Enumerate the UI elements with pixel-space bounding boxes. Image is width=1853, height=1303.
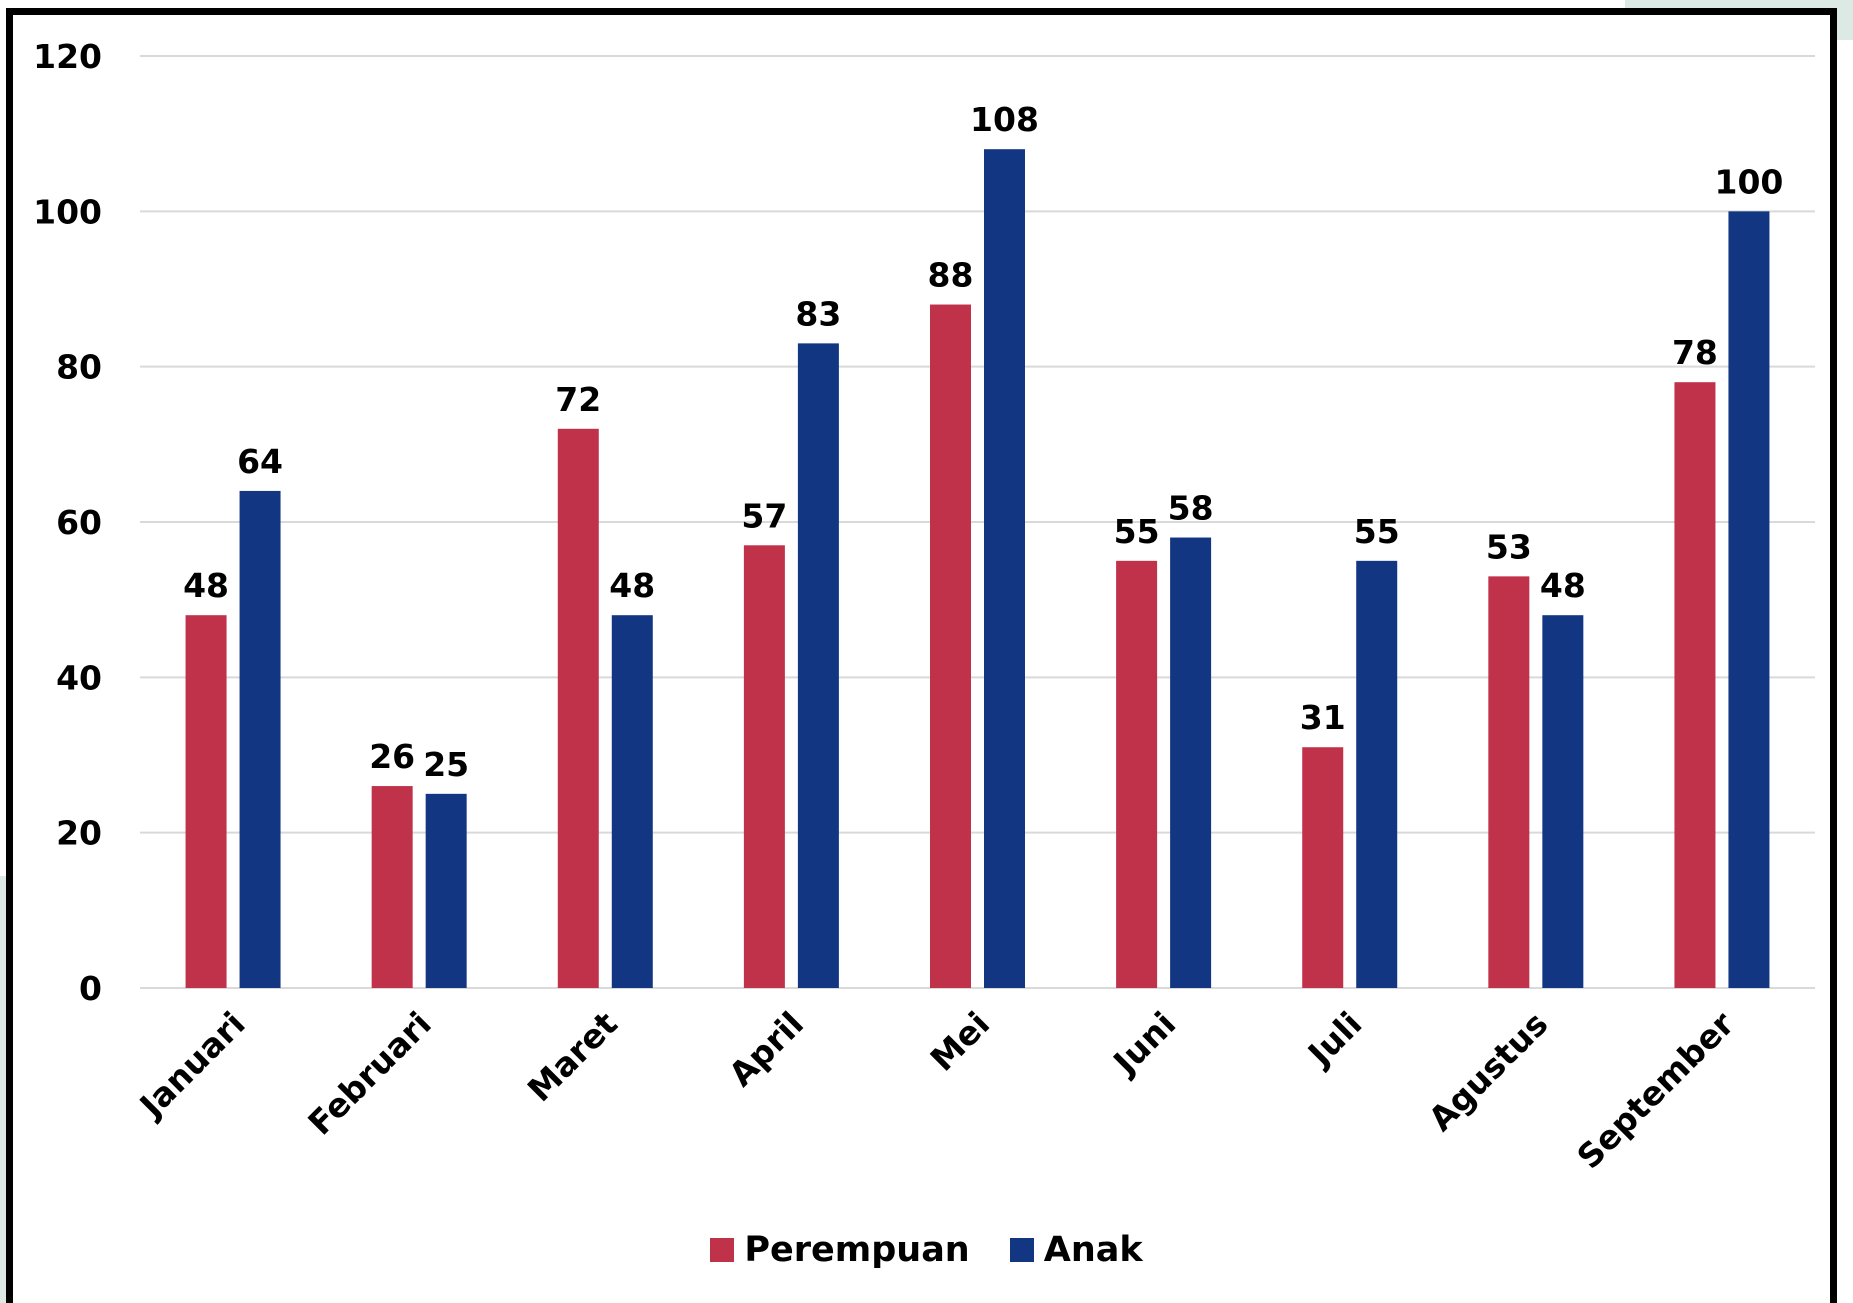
legend: Perempuan Anak <box>0 1230 1853 1270</box>
y-tick-label: 0 <box>79 969 102 1008</box>
data-label-perempuan-april: 57 <box>741 496 787 535</box>
y-tick-label: 80 <box>56 348 102 387</box>
bar-perempuan-juli <box>1302 747 1344 988</box>
data-label-perempuan-agustus: 53 <box>1486 527 1532 566</box>
legend-swatch-perempuan <box>710 1238 735 1262</box>
y-tick-label: 40 <box>56 658 102 697</box>
data-label-perempuan-maret: 72 <box>555 380 601 419</box>
bar-perempuan-mei <box>930 304 971 988</box>
x-tick-label-januari: Januari <box>131 1004 253 1126</box>
data-label-anak-juli: 55 <box>1354 512 1400 551</box>
x-tick-label-mei: Mei <box>923 1004 998 1079</box>
data-label-perempuan-mei: 88 <box>928 256 974 295</box>
bar-anak-agustus <box>1542 615 1584 988</box>
legend-item-anak: Anak <box>1009 1230 1143 1270</box>
data-label-anak-mei: 108 <box>970 100 1039 139</box>
data-label-anak-agustus: 48 <box>1540 566 1586 605</box>
legend-label-anak: Anak <box>1043 1230 1143 1270</box>
data-label-anak-april: 83 <box>795 294 841 333</box>
bar-anak-februari <box>425 793 467 988</box>
data-label-perempuan-september: 78 <box>1672 333 1718 372</box>
bar-anak-september <box>1728 211 1770 989</box>
bar-anak-januari <box>239 490 281 988</box>
bar-perempuan-januari <box>185 615 227 988</box>
x-tick-label-april: April <box>721 1004 811 1094</box>
x-axis-tick-labels: Januari Februari Maret April Mei Juni Juli Agus… <box>131 1004 1742 1177</box>
data-label-perempuan-juli: 31 <box>1300 698 1346 737</box>
x-tick-label-februari: Februari <box>300 1004 438 1142</box>
bar-anak-mei <box>984 149 1025 988</box>
data-label-anak-juni: 58 <box>1168 489 1214 528</box>
x-tick-label-juni: Juni <box>1104 1004 1183 1083</box>
y-tick-label: 100 <box>33 192 102 231</box>
gridlines <box>140 55 1815 989</box>
x-tick-label-september: September <box>1569 1004 1742 1177</box>
data-label-perempuan-januari: 48 <box>183 566 229 605</box>
legend-label-perempuan: Perempuan <box>744 1230 970 1270</box>
legend-swatch-anak <box>1009 1238 1034 1262</box>
bars <box>185 149 1770 989</box>
bar-perempuan-maret <box>557 428 599 988</box>
bar-perempuan-september <box>1674 382 1716 988</box>
data-label-anak-maret: 48 <box>609 566 655 605</box>
bar-anak-juni <box>1170 537 1212 988</box>
bar-anak-juli <box>1356 560 1398 988</box>
y-axis-tick-labels: 0 20 40 60 80 100 120 <box>33 37 102 1008</box>
data-label-perempuan-juni: 55 <box>1114 512 1160 551</box>
data-label-anak-januari: 64 <box>237 442 283 481</box>
bar-anak-april <box>797 343 839 988</box>
chart-frame <box>6 8 1837 1303</box>
data-label-anak-februari: 25 <box>423 745 469 784</box>
data-label-anak-september: 100 <box>1714 162 1783 201</box>
legend-item-perempuan: Perempuan <box>710 1230 970 1270</box>
bar-perempuan-april <box>743 545 785 988</box>
data-label-perempuan-februari: 26 <box>369 737 415 776</box>
x-tick-label-agustus: Agustus <box>1421 1004 1556 1139</box>
y-tick-label: 20 <box>56 814 102 853</box>
bar-perempuan-agustus <box>1488 576 1530 988</box>
y-tick-label: 60 <box>56 503 102 542</box>
x-tick-label-maret: Maret <box>520 1004 625 1109</box>
x-tick-label-juli: Juli <box>1299 1004 1369 1074</box>
bar-anak-maret <box>611 615 653 988</box>
bar-perempuan-juni <box>1116 560 1158 988</box>
y-tick-label: 120 <box>33 37 102 76</box>
bar-perempuan-februari <box>371 786 413 988</box>
